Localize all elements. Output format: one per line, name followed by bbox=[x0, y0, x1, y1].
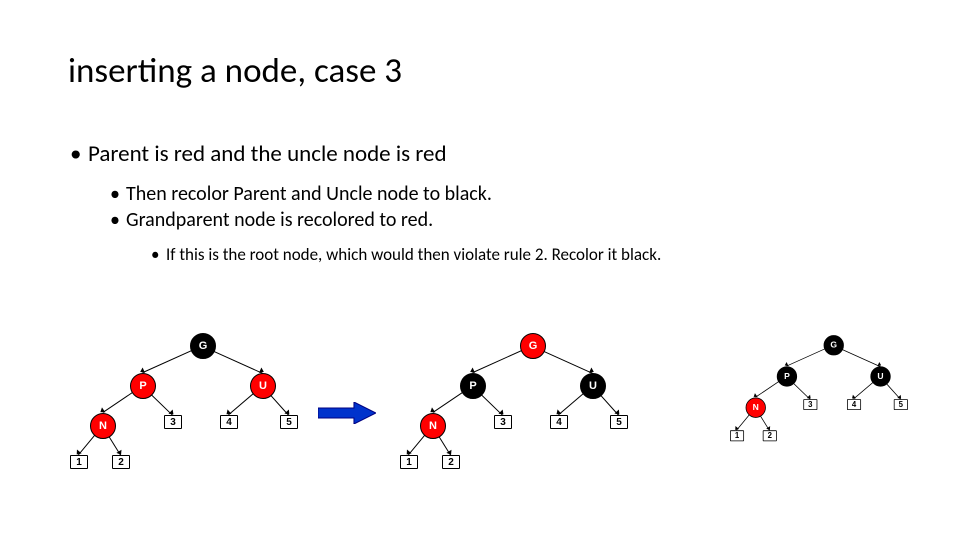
node-5: 5 bbox=[894, 399, 908, 410]
node-2: 2 bbox=[442, 455, 460, 469]
node-N: N bbox=[420, 413, 446, 439]
node-3: 3 bbox=[803, 399, 817, 410]
node-P: P bbox=[460, 373, 486, 399]
node-4: 4 bbox=[550, 415, 568, 429]
node-1: 1 bbox=[730, 430, 744, 441]
node-4: 4 bbox=[847, 399, 861, 410]
node-1: 1 bbox=[400, 455, 418, 469]
node-5: 5 bbox=[280, 415, 298, 429]
bullet-2: Then recolor Parent and Uncle node to bl… bbox=[126, 182, 492, 206]
node-G: G bbox=[824, 335, 844, 355]
node-3: 3 bbox=[494, 415, 512, 429]
node-U: U bbox=[250, 373, 276, 399]
bullet-4: If this is the root node, which would th… bbox=[166, 244, 661, 265]
node-2: 2 bbox=[763, 430, 777, 441]
node-N: N bbox=[746, 398, 766, 418]
node-P: P bbox=[130, 373, 156, 399]
bullet-1: Parent is red and the uncle node is red bbox=[88, 140, 447, 168]
node-3: 3 bbox=[164, 415, 182, 429]
node-2: 2 bbox=[112, 455, 130, 469]
node-1: 1 bbox=[70, 455, 88, 469]
node-5: 5 bbox=[610, 415, 628, 429]
node-G: G bbox=[520, 333, 546, 359]
node-G: G bbox=[190, 333, 216, 359]
transition-arrow-icon bbox=[318, 402, 376, 424]
node-N: N bbox=[90, 413, 116, 439]
node-P: P bbox=[777, 366, 797, 386]
bullet-3: Grandparent node is recolored to red. bbox=[126, 208, 433, 232]
node-4: 4 bbox=[220, 415, 238, 429]
node-U: U bbox=[580, 373, 606, 399]
node-U: U bbox=[870, 366, 890, 386]
slide-title: inserting a node, case 3 bbox=[68, 50, 402, 92]
